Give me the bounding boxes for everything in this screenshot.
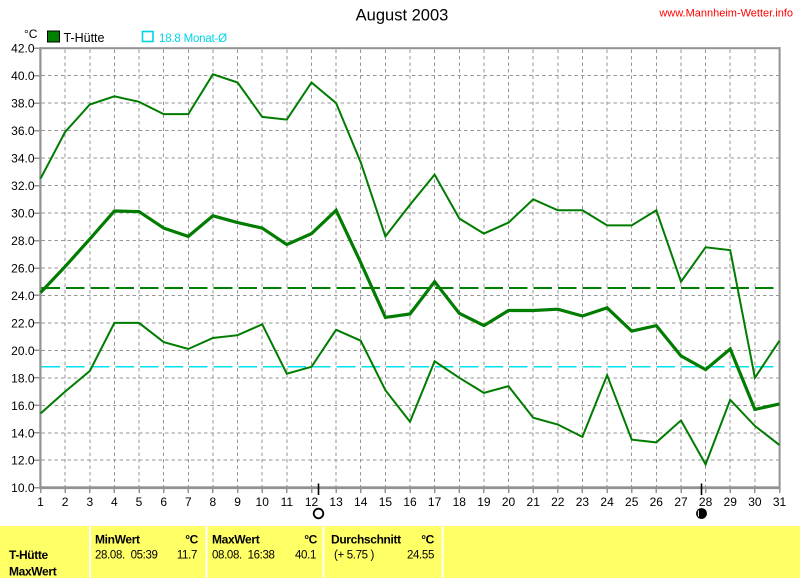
svg-text:26: 26 bbox=[650, 495, 664, 509]
svg-text:°C: °C bbox=[421, 533, 434, 547]
svg-text:38.0: 38.0 bbox=[11, 97, 35, 111]
svg-text:24: 24 bbox=[600, 495, 614, 509]
svg-text:28.0: 28.0 bbox=[11, 234, 35, 248]
svg-text:18.0: 18.0 bbox=[11, 371, 35, 385]
svg-text:1: 1 bbox=[37, 495, 44, 509]
svg-text:12: 12 bbox=[305, 495, 319, 509]
svg-text:25: 25 bbox=[625, 495, 639, 509]
svg-text:34.0: 34.0 bbox=[11, 152, 35, 166]
svg-text:6: 6 bbox=[160, 495, 167, 509]
svg-text:13: 13 bbox=[329, 495, 343, 509]
svg-text:MinWert: MinWert bbox=[95, 533, 140, 547]
svg-text:20: 20 bbox=[502, 495, 516, 509]
svg-text:42.0: 42.0 bbox=[11, 42, 35, 56]
svg-text:40.0: 40.0 bbox=[11, 69, 35, 83]
svg-text:36.0: 36.0 bbox=[11, 124, 35, 138]
svg-text:40.1: 40.1 bbox=[295, 550, 316, 562]
svg-text:3: 3 bbox=[86, 495, 93, 509]
svg-text:www.Mannheim-Wetter.info: www.Mannheim-Wetter.info bbox=[658, 8, 793, 20]
svg-text:°C: °C bbox=[185, 533, 198, 547]
svg-text:26.0: 26.0 bbox=[11, 262, 35, 276]
svg-text:°C: °C bbox=[304, 533, 317, 547]
svg-text:18: 18 bbox=[453, 495, 467, 509]
svg-text:11: 11 bbox=[281, 495, 294, 509]
svg-text:8: 8 bbox=[210, 495, 217, 509]
svg-text:27: 27 bbox=[674, 495, 688, 509]
svg-text:11.7: 11.7 bbox=[177, 550, 197, 562]
svg-text:08.08. 16:38: 08.08. 16:38 bbox=[212, 550, 275, 562]
svg-text:4: 4 bbox=[111, 495, 118, 509]
svg-text:24.0: 24.0 bbox=[11, 289, 35, 303]
svg-text:30: 30 bbox=[748, 495, 762, 509]
svg-text:21: 21 bbox=[527, 495, 541, 509]
svg-text:T-Hütte: T-Hütte bbox=[9, 548, 49, 562]
svg-text:30.0: 30.0 bbox=[11, 207, 35, 221]
svg-text:29: 29 bbox=[724, 495, 738, 509]
svg-text:31: 31 bbox=[773, 495, 787, 509]
svg-text:28: 28 bbox=[699, 495, 713, 509]
svg-text:22: 22 bbox=[551, 495, 565, 509]
svg-text:28.08. 05:39: 28.08. 05:39 bbox=[95, 550, 158, 562]
svg-text:10: 10 bbox=[256, 495, 270, 509]
svg-text:17: 17 bbox=[428, 495, 442, 509]
svg-text:20.0: 20.0 bbox=[11, 344, 35, 358]
svg-text:15: 15 bbox=[379, 495, 393, 509]
svg-text:23: 23 bbox=[576, 495, 590, 509]
svg-text:T-Hütte: T-Hütte bbox=[64, 31, 105, 45]
svg-text:32.0: 32.0 bbox=[11, 179, 35, 193]
svg-text:MaxWert: MaxWert bbox=[9, 565, 57, 578]
svg-text:16.0: 16.0 bbox=[11, 399, 35, 413]
svg-text:5: 5 bbox=[136, 495, 143, 509]
svg-text:9: 9 bbox=[234, 495, 241, 509]
svg-text:MaxWert: MaxWert bbox=[212, 533, 260, 547]
svg-text:10.0: 10.0 bbox=[11, 481, 35, 495]
svg-text:24.55: 24.55 bbox=[407, 550, 434, 562]
svg-text:7: 7 bbox=[185, 495, 192, 509]
svg-text:14.0: 14.0 bbox=[11, 426, 35, 440]
svg-text:(+ 5.75 ): (+ 5.75 ) bbox=[334, 550, 375, 562]
svg-text:22.0: 22.0 bbox=[11, 316, 35, 330]
svg-text:2: 2 bbox=[62, 495, 69, 509]
svg-text:Durchschnitt: Durchschnitt bbox=[331, 533, 401, 547]
svg-text:12.0: 12.0 bbox=[11, 454, 35, 468]
svg-text:18.8 Monat-Ø: 18.8 Monat-Ø bbox=[159, 33, 227, 45]
svg-text:14: 14 bbox=[354, 495, 368, 509]
svg-text:16: 16 bbox=[403, 495, 417, 509]
svg-text:°C: °C bbox=[24, 27, 38, 41]
svg-text:August 2003: August 2003 bbox=[356, 7, 449, 25]
svg-text:19: 19 bbox=[477, 495, 491, 509]
